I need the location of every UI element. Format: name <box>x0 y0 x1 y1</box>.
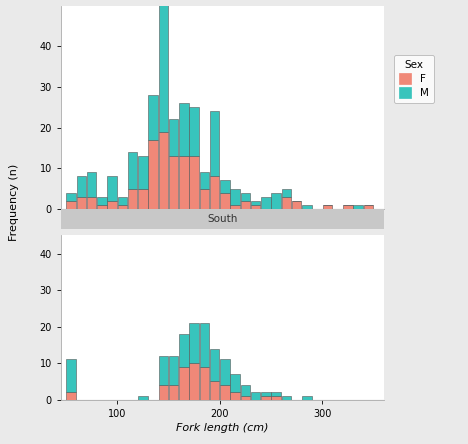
Bar <box>77 176 86 197</box>
Bar <box>138 189 147 209</box>
Bar <box>107 176 117 201</box>
Bar <box>241 396 250 400</box>
Bar <box>107 201 117 209</box>
Bar <box>77 197 86 209</box>
Bar <box>159 356 168 385</box>
Bar <box>210 349 219 381</box>
Bar <box>282 396 291 400</box>
Bar <box>230 392 240 400</box>
Bar <box>66 360 76 392</box>
Bar <box>190 363 199 400</box>
Bar <box>282 197 291 209</box>
Bar <box>148 95 158 140</box>
Legend: F, M: F, M <box>394 55 434 103</box>
Bar <box>128 152 137 189</box>
Bar <box>200 323 209 367</box>
Bar <box>241 201 250 209</box>
Bar <box>220 385 230 400</box>
X-axis label: Fork length (cm): Fork length (cm) <box>176 423 269 433</box>
Bar <box>261 197 271 209</box>
Bar <box>87 197 96 209</box>
Bar <box>179 334 189 367</box>
Text: South: South <box>207 214 237 224</box>
Bar <box>220 180 230 193</box>
Bar <box>97 197 107 205</box>
Bar <box>128 189 137 209</box>
Bar <box>138 156 147 189</box>
Bar <box>251 201 260 205</box>
Bar <box>200 189 209 209</box>
Bar <box>87 172 96 197</box>
Bar <box>97 205 107 209</box>
Bar <box>271 193 281 209</box>
Text: Frequency (n): Frequency (n) <box>9 164 19 241</box>
Bar <box>210 176 219 209</box>
Bar <box>271 392 281 396</box>
Bar <box>210 381 219 400</box>
Bar <box>251 205 260 209</box>
Bar <box>251 392 260 400</box>
Bar <box>292 201 301 209</box>
Bar <box>148 140 158 209</box>
Bar <box>179 103 189 156</box>
Bar <box>190 107 199 156</box>
Bar <box>169 156 178 209</box>
Bar <box>364 205 373 209</box>
Bar <box>241 193 250 201</box>
Bar <box>190 323 199 363</box>
Bar <box>117 197 127 205</box>
Bar <box>117 205 127 209</box>
Bar <box>138 396 147 400</box>
Bar <box>230 189 240 205</box>
Bar <box>66 392 76 400</box>
Bar <box>230 374 240 392</box>
Bar <box>200 172 209 189</box>
Bar <box>179 367 189 400</box>
Bar <box>220 193 230 209</box>
Bar <box>169 385 178 400</box>
Bar <box>159 385 168 400</box>
Bar <box>200 367 209 400</box>
Bar <box>261 396 271 400</box>
Bar <box>302 396 312 400</box>
Bar <box>190 156 199 209</box>
Bar <box>169 119 178 156</box>
Bar <box>66 201 76 209</box>
Bar <box>302 205 312 209</box>
Bar <box>282 189 291 197</box>
Bar <box>271 396 281 400</box>
Bar <box>230 205 240 209</box>
Bar <box>179 156 189 209</box>
Bar <box>241 385 250 396</box>
Bar <box>322 205 332 209</box>
Bar <box>159 132 168 209</box>
Bar <box>261 392 271 396</box>
Bar <box>66 193 76 201</box>
Bar <box>220 360 230 385</box>
Bar <box>169 356 178 385</box>
Bar <box>343 205 352 209</box>
Bar <box>353 205 363 209</box>
Bar <box>159 2 168 132</box>
Bar <box>210 111 219 176</box>
